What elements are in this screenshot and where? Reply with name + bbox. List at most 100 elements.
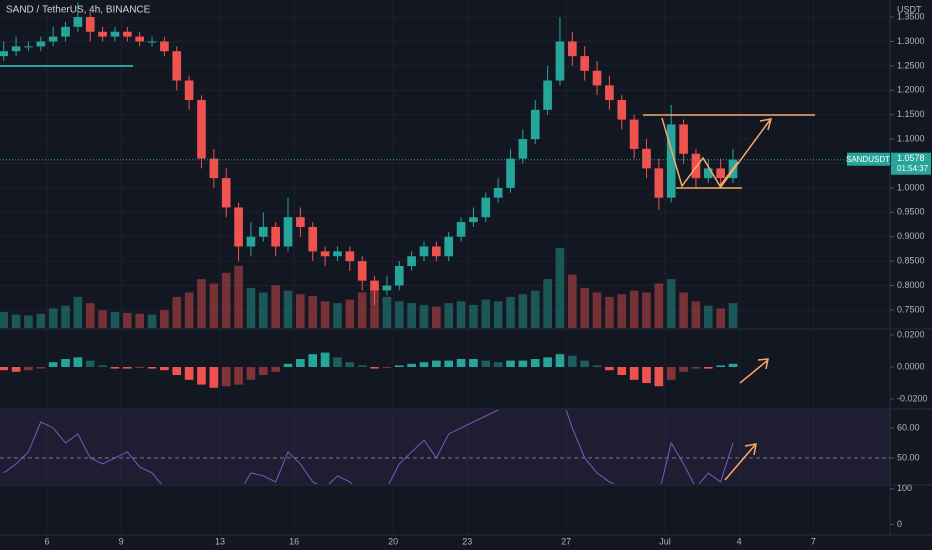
histogram-bar: [642, 366, 651, 384]
y-tick-label: 1.2000: [897, 85, 925, 95]
volume-bar: [728, 303, 738, 328]
volume-bar: [172, 296, 182, 328]
volume-bar: [110, 312, 120, 328]
histogram-bar: [481, 360, 491, 367]
histogram-bar: [506, 360, 515, 367]
histogram-bar: [0, 366, 9, 371]
volume-bar: [61, 305, 70, 328]
y-tick-label: 0.0200: [897, 329, 925, 339]
histogram-bar: [357, 365, 367, 367]
candle-body: [258, 226, 268, 237]
histogram-bar: [246, 366, 256, 380]
volume-bar: [24, 315, 33, 328]
histogram-bar: [234, 366, 243, 385]
histogram-bar: [209, 366, 219, 388]
candle-body: [506, 158, 515, 188]
candle-body: [110, 31, 120, 37]
volume-bar: [184, 292, 194, 328]
y-tick-label: 100: [897, 483, 912, 493]
histogram-bar: [469, 358, 478, 367]
x-tick-label: 13: [215, 536, 225, 546]
candle-body: [654, 168, 664, 198]
candle-body: [481, 197, 491, 218]
histogram-bar: [654, 366, 664, 387]
rsi-line: [3, 410, 734, 484]
x-tick-label: 20: [388, 536, 398, 546]
candle-body: [629, 119, 639, 149]
candle-body: [85, 17, 95, 32]
y-tick-label: 1.0000: [897, 182, 925, 192]
histogram-bar: [691, 366, 701, 369]
symbol-label: SANDUSDT: [846, 155, 890, 164]
y-tick-label: 1.3500: [897, 11, 925, 21]
y-tick-label: 0.8500: [897, 256, 925, 266]
volume-bar: [481, 299, 491, 328]
histogram-bar: [184, 366, 194, 380]
candle-body: [197, 100, 206, 159]
histogram-bar: [419, 362, 429, 367]
candle-body: [147, 41, 157, 43]
histogram-bar: [24, 366, 33, 371]
volume-bar: [382, 296, 392, 328]
histogram-bar: [345, 362, 355, 367]
volume-bar: [691, 301, 701, 328]
histogram-bar: [716, 365, 725, 367]
candle-body: [308, 226, 318, 252]
candle-body: [357, 261, 367, 281]
x-tick-label: Jul: [659, 536, 671, 546]
volume-bar: [592, 292, 602, 328]
x-tick-label: 23: [462, 536, 472, 546]
y-tick-label: 0.8000: [897, 280, 925, 290]
volume-bar: [432, 306, 441, 328]
volume-bar: [85, 303, 95, 328]
volume-bar: [48, 308, 58, 328]
candle-body: [617, 100, 627, 120]
histogram-bar: [444, 360, 454, 367]
volume-bar: [147, 314, 157, 328]
chart-title: SAND / TetherUS, 4h, BINANCE: [6, 5, 151, 16]
candle-body: [432, 246, 441, 257]
volume-bar: [407, 303, 416, 328]
volume-bar: [333, 303, 342, 328]
y-tick-label: 0: [897, 519, 902, 529]
volume-bar: [506, 296, 515, 328]
volume-bar: [160, 310, 169, 328]
candle-body: [73, 17, 83, 27]
candle-body: [555, 41, 565, 81]
candle-body: [469, 217, 478, 223]
histogram-bar: [308, 354, 318, 367]
y-tick-label: 1.2500: [897, 60, 925, 70]
y-tick-label: 1.1500: [897, 109, 925, 119]
y-tick-label: 0.0000: [897, 361, 925, 371]
histogram-bar: [61, 358, 70, 367]
rsi-arrow: [724, 444, 756, 481]
countdown-label: 01:54:37: [897, 164, 929, 173]
histogram-bar: [221, 366, 231, 387]
y-tick-label: 1.1000: [897, 133, 925, 143]
volume-bar: [666, 279, 676, 328]
volume-bar: [654, 283, 664, 328]
macd-arrow: [739, 359, 769, 384]
candle-body: [407, 256, 416, 267]
volume-bar: [73, 296, 83, 328]
y-tick-label: 1.3000: [897, 36, 925, 46]
volume-bar: [679, 292, 688, 328]
volume-bar: [209, 283, 219, 328]
currency-label: USDT: [897, 4, 922, 14]
candle-body: [518, 139, 528, 159]
candle-body: [530, 109, 540, 140]
volume-bar: [135, 313, 145, 328]
pattern-zigzag: [661, 117, 739, 188]
histogram-bar: [271, 366, 280, 372]
candle-body: [98, 31, 107, 37]
histogram-bar: [197, 366, 206, 385]
arrow-head: [757, 358, 769, 370]
volume-bar: [197, 279, 206, 328]
histogram-bar: [617, 366, 627, 376]
histogram-bar: [605, 366, 614, 371]
volume-bar: [370, 288, 379, 328]
candle-body: [703, 168, 713, 179]
volume-bar: [419, 304, 429, 328]
candle-body: [320, 251, 330, 257]
